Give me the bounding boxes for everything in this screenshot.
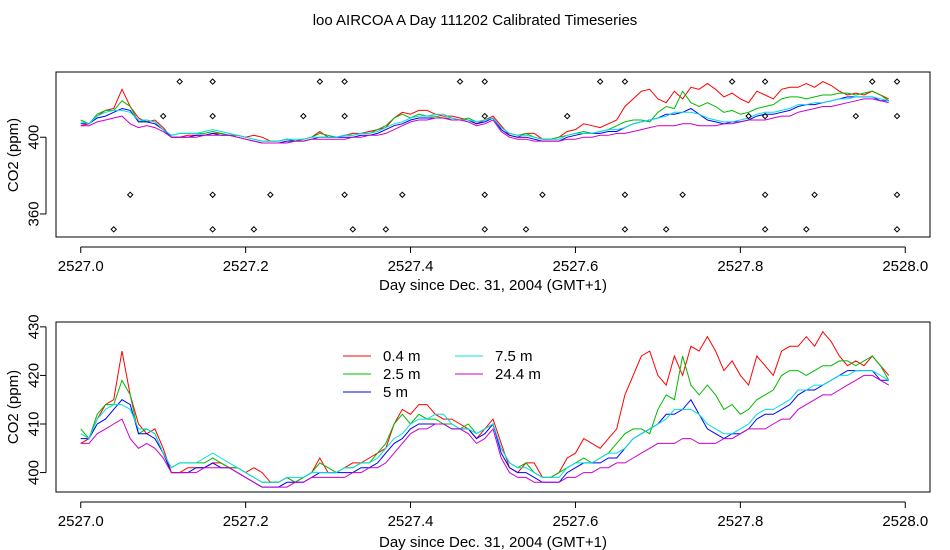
series-line-7-5-m [80,370,890,483]
y-axis: 360 400 [26,125,47,226]
diamond-marker [893,226,901,233]
x-tick-label: 2527.0 [58,513,104,530]
diamond-marker [316,78,324,85]
y-axis-label: CO2 (ppm) [5,118,22,192]
diamond-marker [209,191,216,199]
plot-frame [55,321,931,493]
y-tick-label: 430 [26,314,43,339]
diamond-marker [662,226,670,233]
diamond-marker [456,78,464,85]
diamond-marker [250,226,258,233]
x-tick-label: 2527.4 [388,513,434,530]
y-tick-label: 410 [26,411,43,436]
diamond-marker [811,191,818,199]
diamond-marker [893,112,901,120]
diamond-marker [563,112,571,120]
legend-label: 5 m [383,384,408,401]
x-axis-label: Day since Dec. 31, 2004 (GMT+1) [379,534,607,550]
diamond-marker [761,112,769,120]
diamond-marker [539,191,546,199]
marker-group [110,78,901,233]
series-line-24-4-m [80,374,890,488]
x-tick-label: 2527.8 [717,258,763,275]
diamond-marker [852,112,860,120]
diamond-marker [341,191,348,199]
y-tick-label: 360 [26,201,43,226]
diamond-marker [481,78,489,85]
diamond-marker [893,191,901,199]
diamond-marker [745,112,752,120]
diamond-marker [341,112,348,120]
y-tick-label: 400 [26,460,43,485]
legend-label: 7.5 m [495,348,533,365]
diamond-marker [382,226,390,233]
y-axis: 400 410 420 430 [26,314,47,485]
series-line-2-5-m [80,355,890,483]
x-tick-label: 2527.6 [553,513,599,530]
series-group [80,81,890,144]
diamond-marker [621,78,629,85]
x-tick-label: 2528.0 [882,513,928,530]
diamond-marker [728,78,736,85]
diamond-marker [522,226,530,233]
diamond-marker [761,191,769,199]
diamond-marker [398,191,406,199]
diamond-marker [481,191,489,199]
diamond-marker [209,78,216,85]
diamond-marker [481,226,489,233]
diamond-marker [159,112,167,120]
diamond-marker [868,78,876,85]
series-line-7-5-m [80,96,889,142]
plot-frame [55,71,931,238]
diamond-marker [761,78,769,85]
series-line-24-4-m [80,98,889,144]
x-tick-label: 2527.0 [58,258,104,275]
y-tick-label: 400 [26,125,43,150]
x-tick-label: 2527.6 [553,258,599,275]
series-group [80,330,890,488]
bottom-panel: 2527.0 2527.2 2527.4 2527.6 2527.8 2528.0 400… [5,314,931,550]
legend-label: 24.4 m [495,366,541,383]
diamond-marker [209,112,216,120]
legend-label: 0.4 m [383,348,421,365]
legend: 0.4 m2.5 m5 m 7.5 m24.4 m [343,348,541,401]
series-line-5-m [80,96,889,144]
series-line-5-m [80,370,889,488]
y-axis-label: CO2 (ppm) [5,370,22,444]
x-tick-label: 2527.8 [717,513,763,530]
x-tick-label: 2527.2 [223,513,269,530]
x-tick-label: 2528.0 [882,258,928,275]
diamond-marker [176,78,183,85]
x-axis-label: Day since Dec. 31, 2004 (GMT+1) [379,277,607,294]
legend-label: 2.5 m [383,366,421,383]
diamond-marker [596,78,604,85]
diamond-marker [761,226,769,233]
diamond-marker [300,112,307,120]
x-tick-label: 2527.4 [388,258,434,275]
diamond-marker [679,191,686,199]
diamond-marker [110,226,118,233]
diamond-marker [209,226,216,233]
figure-title: loo AIRCOA A Day 111202 Calibrated Times… [313,12,638,29]
diamond-marker [126,191,134,199]
top-panel: 2527.0 2527.2 2527.4 2527.6 2527.8 2528.0 360… [5,71,931,294]
diamond-marker [341,78,348,85]
diamond-marker [267,191,274,199]
x-axis: 2527.0 2527.2 2527.4 2527.6 2527.8 2528.0 [58,501,928,530]
x-axis: 2527.0 2527.2 2527.4 2527.6 2527.8 2528.0 [58,246,928,275]
diamond-marker [621,191,629,199]
diamond-marker [621,226,629,233]
diamond-marker [803,226,810,233]
y-tick-label: 420 [26,363,43,388]
diamond-marker [349,226,357,233]
diamond-marker [481,112,489,120]
x-tick-label: 2527.2 [223,258,269,275]
diamond-marker [893,78,901,85]
